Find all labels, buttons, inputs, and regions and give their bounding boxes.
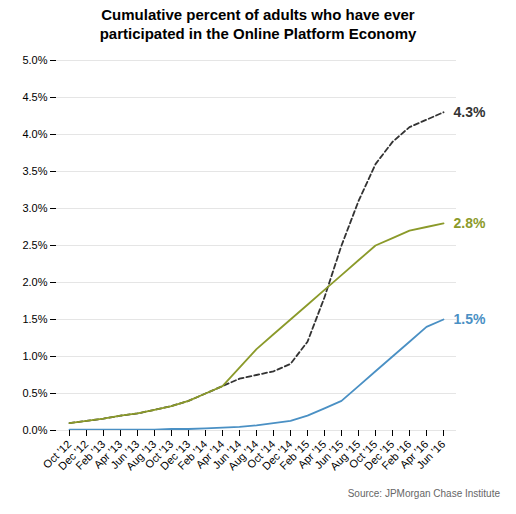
svg-text:Apr '14: Apr '14: [193, 437, 227, 471]
svg-text:Dec '15: Dec '15: [361, 437, 397, 472]
svg-text:0.0%: 0.0%: [22, 424, 47, 436]
svg-text:Dec '14: Dec '14: [259, 437, 295, 472]
svg-text:0.5%: 0.5%: [22, 387, 47, 399]
svg-text:Jun '14: Jun '14: [210, 437, 244, 471]
svg-text:Aug '14: Aug '14: [225, 437, 261, 472]
svg-text:Apr '13: Apr '13: [91, 437, 125, 471]
svg-text:Apr '16: Apr '16: [397, 437, 431, 471]
svg-text:Feb '16: Feb '16: [379, 437, 414, 472]
svg-text:4.3%: 4.3%: [454, 103, 486, 119]
svg-text:3.0%: 3.0%: [22, 202, 47, 214]
svg-text:2.0%: 2.0%: [22, 276, 47, 288]
svg-text:Aug '13: Aug '13: [123, 437, 159, 472]
svg-text:Oct '12: Oct '12: [40, 437, 74, 471]
svg-text:1.5%: 1.5%: [454, 310, 486, 326]
html-text:Cumulative percent of adults w: Cumulative percent of adults who have ev…: [99, 6, 417, 42]
svg-text:Feb '14: Feb '14: [175, 437, 210, 472]
svg-text:Feb '15: Feb '15: [277, 437, 312, 472]
svg-text:Feb '13: Feb '13: [73, 437, 108, 472]
svg-text:Oct '13: Oct '13: [142, 437, 176, 471]
svg-text:Jun '16: Jun '16: [414, 437, 447, 470]
svg-text:1.5%: 1.5%: [22, 313, 47, 325]
html-text:Source: JPMorgan Chase Institu: Source: JPMorgan Chase Institute: [347, 487, 500, 499]
svg-text:Jun '15: Jun '15: [312, 437, 346, 471]
svg-text:Oct '14: Oct '14: [244, 437, 278, 471]
svg-text:4.5%: 4.5%: [22, 91, 47, 103]
svg-text:2.5%: 2.5%: [22, 239, 47, 251]
svg-text:3.5%: 3.5%: [22, 165, 47, 177]
svg-text:Aug '15: Aug '15: [327, 437, 363, 472]
svg-text:Jun '13: Jun '13: [108, 437, 142, 471]
svg-text:2.8%: 2.8%: [454, 214, 486, 230]
svg-text:4.0%: 4.0%: [22, 128, 47, 140]
svg-text:1.0%: 1.0%: [22, 350, 47, 362]
svg-text:5.0%: 5.0%: [22, 54, 47, 66]
svg-text:Oct '15: Oct '15: [346, 437, 380, 471]
svg-text:Dec '13: Dec '13: [157, 437, 193, 472]
svg-text:Dec '12: Dec '12: [55, 437, 91, 472]
svg-text:Apr '15: Apr '15: [295, 437, 329, 471]
